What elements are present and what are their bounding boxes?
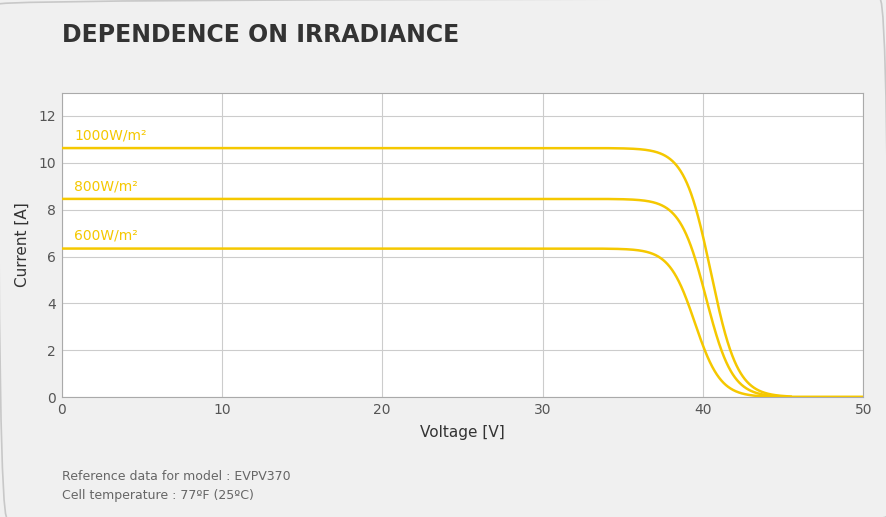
Text: DEPENDENCE ON IRRADIANCE: DEPENDENCE ON IRRADIANCE	[61, 23, 458, 47]
Text: 1000W/m²: 1000W/m²	[74, 128, 147, 142]
Text: Cell temperature : 77ºF (25ºC): Cell temperature : 77ºF (25ºC)	[61, 489, 253, 501]
Y-axis label: Current [A]: Current [A]	[15, 203, 30, 287]
Text: Reference data for model : EVPV370: Reference data for model : EVPV370	[61, 470, 290, 483]
Text: 800W/m²: 800W/m²	[74, 179, 138, 193]
Text: 600W/m²: 600W/m²	[74, 229, 138, 242]
X-axis label: Voltage [V]: Voltage [V]	[420, 425, 504, 440]
